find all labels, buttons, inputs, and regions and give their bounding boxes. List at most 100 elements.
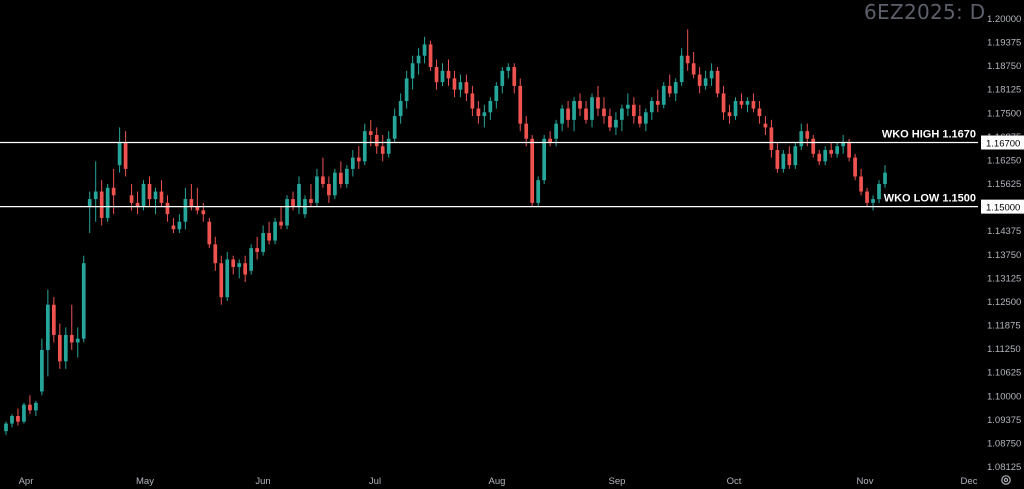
price-axis[interactable]: 1.200001.193751.187501.181251.175001.168… bbox=[981, 14, 1024, 473]
candle-body bbox=[787, 153, 792, 166]
candle-body bbox=[793, 146, 798, 166]
candle bbox=[626, 93, 630, 117]
candle bbox=[721, 85, 726, 120]
candle-body bbox=[554, 123, 558, 139]
candle bbox=[853, 153, 857, 181]
candle bbox=[829, 142, 834, 158]
candle-body bbox=[620, 108, 624, 120]
candle bbox=[321, 157, 325, 188]
candle bbox=[727, 104, 732, 124]
candle bbox=[183, 187, 188, 230]
candle-body bbox=[374, 134, 379, 147]
candle-body bbox=[805, 131, 810, 139]
candle-body bbox=[416, 55, 421, 64]
candle bbox=[560, 104, 564, 132]
candle-body bbox=[655, 100, 660, 105]
candle bbox=[464, 74, 469, 101]
candle-body bbox=[470, 93, 475, 109]
candle-body bbox=[799, 131, 804, 147]
candle bbox=[524, 116, 529, 147]
candle-body bbox=[22, 404, 26, 422]
candle-body bbox=[344, 168, 349, 184]
candle bbox=[554, 119, 558, 147]
candle-body bbox=[28, 404, 32, 411]
candle bbox=[643, 108, 648, 132]
candle bbox=[620, 104, 624, 132]
candle bbox=[590, 93, 594, 128]
candle-body bbox=[267, 233, 271, 241]
candle bbox=[745, 97, 750, 113]
candle-body bbox=[69, 334, 74, 343]
candle bbox=[189, 183, 194, 211]
candle bbox=[344, 165, 349, 188]
candle-body bbox=[255, 248, 259, 252]
candle bbox=[446, 59, 451, 86]
price-tick-label: 1.11250 bbox=[987, 344, 1021, 355]
candle bbox=[63, 327, 68, 369]
candle bbox=[542, 134, 547, 184]
candle-body bbox=[566, 108, 570, 120]
candle bbox=[51, 297, 56, 343]
candle-body bbox=[548, 138, 552, 143]
candle-body bbox=[883, 172, 887, 184]
candle-body bbox=[847, 142, 851, 158]
candle bbox=[715, 67, 720, 98]
candle bbox=[793, 142, 798, 169]
candle bbox=[769, 119, 774, 158]
candle bbox=[93, 161, 98, 222]
candle-body bbox=[434, 67, 439, 83]
candle-body bbox=[602, 108, 606, 117]
candle bbox=[81, 255, 86, 343]
candle-body bbox=[763, 123, 768, 128]
candle-body bbox=[739, 100, 744, 105]
candle-body bbox=[362, 131, 367, 162]
candle bbox=[141, 180, 146, 211]
candle-body bbox=[661, 85, 666, 105]
candle bbox=[787, 146, 792, 169]
candle bbox=[817, 150, 822, 166]
candle-body bbox=[572, 100, 576, 120]
candle-body bbox=[482, 112, 487, 117]
candle-body bbox=[339, 172, 343, 184]
candle bbox=[368, 119, 373, 147]
candle-body bbox=[189, 199, 194, 207]
settings-gear-icon[interactable] bbox=[999, 473, 1013, 487]
candle bbox=[763, 116, 768, 135]
candle-body bbox=[691, 63, 696, 75]
time-axis[interactable]: Apr May Jun Jul Aug Sep Oct Nov Dec bbox=[19, 476, 978, 487]
candle bbox=[608, 108, 612, 132]
candle bbox=[309, 183, 313, 207]
candle-body bbox=[745, 100, 750, 105]
candle-body bbox=[637, 116, 642, 124]
candle bbox=[392, 108, 397, 143]
candle-body bbox=[853, 157, 857, 177]
candles-layer bbox=[4, 29, 887, 435]
candle bbox=[111, 168, 116, 215]
price-tick-label: 1.16250 bbox=[987, 155, 1021, 166]
level-label: WKO HIGH 1.1670 bbox=[882, 128, 976, 140]
candle bbox=[859, 168, 863, 196]
candle bbox=[757, 100, 762, 124]
time-tick-label: Aug bbox=[489, 476, 506, 487]
candle-body bbox=[219, 263, 224, 298]
candle bbox=[781, 150, 786, 173]
candle-body bbox=[643, 112, 648, 124]
candle-body bbox=[422, 44, 427, 56]
candle bbox=[404, 70, 409, 109]
candle-body bbox=[697, 74, 702, 86]
candle bbox=[440, 63, 445, 86]
candle bbox=[135, 191, 140, 215]
price-tick-label: 1.12500 bbox=[987, 297, 1021, 308]
candle bbox=[249, 244, 254, 275]
candle-body bbox=[51, 304, 56, 335]
candle-body bbox=[135, 202, 140, 207]
candle-body bbox=[105, 187, 110, 218]
candle bbox=[883, 165, 887, 188]
candle bbox=[350, 150, 355, 177]
candle bbox=[572, 97, 576, 132]
price-tick-label: 1.11875 bbox=[987, 321, 1021, 332]
candle bbox=[243, 255, 248, 283]
candle-body bbox=[685, 55, 690, 64]
